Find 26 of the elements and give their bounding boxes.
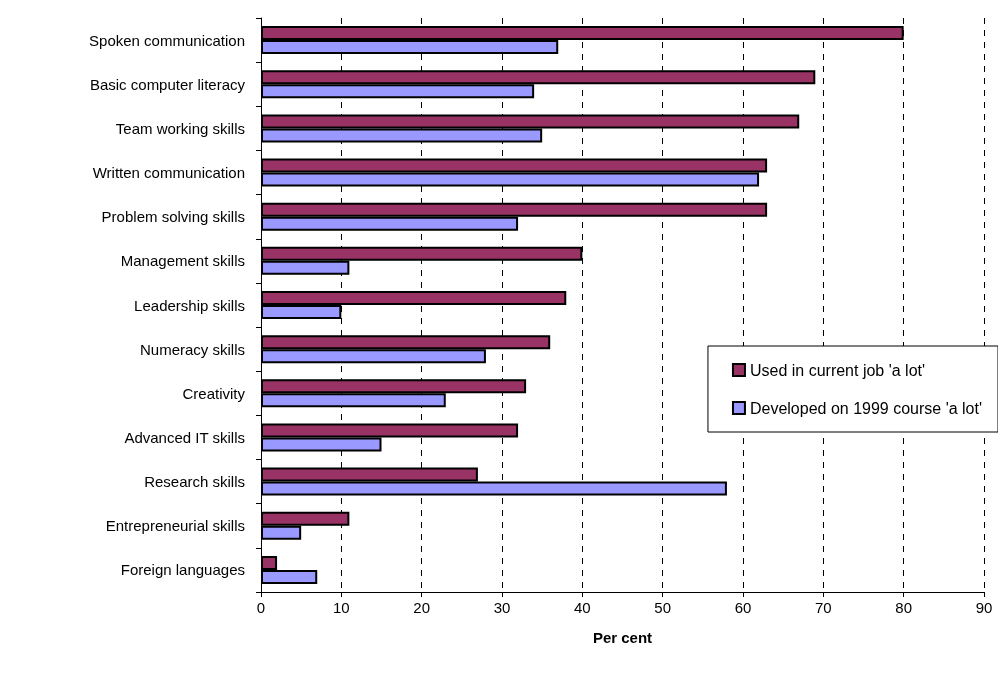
y-tick-label: Team working skills bbox=[115, 119, 245, 137]
y-tick-label: Leadership skills bbox=[134, 296, 245, 314]
y-tick-label: Spoken communication bbox=[89, 31, 245, 49]
y-tick-label: Management skills bbox=[120, 252, 245, 270]
legend-label: Used in current job 'a lot' bbox=[749, 361, 926, 379]
y-tick-label: Written communication bbox=[92, 164, 245, 182]
y-tick-label: Basic computer literacy bbox=[89, 75, 246, 93]
x-tick-label: 20 bbox=[413, 599, 431, 616]
x-tick-label: 40 bbox=[573, 599, 591, 616]
y-tick-label: Entrepreneurial skills bbox=[105, 517, 245, 535]
y-tick-label: Research skills bbox=[144, 473, 245, 491]
x-axis-title: Per cent bbox=[592, 629, 653, 646]
y-tick-label: Problem solving skills bbox=[101, 208, 245, 226]
y-tick-label: Advanced IT skills bbox=[124, 428, 245, 446]
legend-label: Developed on 1999 course 'a lot' bbox=[749, 399, 982, 417]
y-tick-label: Creativity bbox=[182, 384, 246, 402]
y-tick-label: Foreign languages bbox=[120, 561, 245, 579]
x-tick-label: 90 bbox=[975, 599, 993, 616]
x-tick-label: 10 bbox=[332, 599, 350, 616]
x-tick-label: 30 bbox=[493, 599, 511, 616]
x-tick-label: 60 bbox=[734, 599, 752, 616]
y-tick-label: Numeracy skills bbox=[139, 340, 245, 358]
x-tick-label: 80 bbox=[895, 599, 913, 616]
x-tick-label: 50 bbox=[654, 599, 672, 616]
x-tick-label: 0 bbox=[256, 599, 266, 616]
x-tick-label: 70 bbox=[814, 599, 832, 616]
